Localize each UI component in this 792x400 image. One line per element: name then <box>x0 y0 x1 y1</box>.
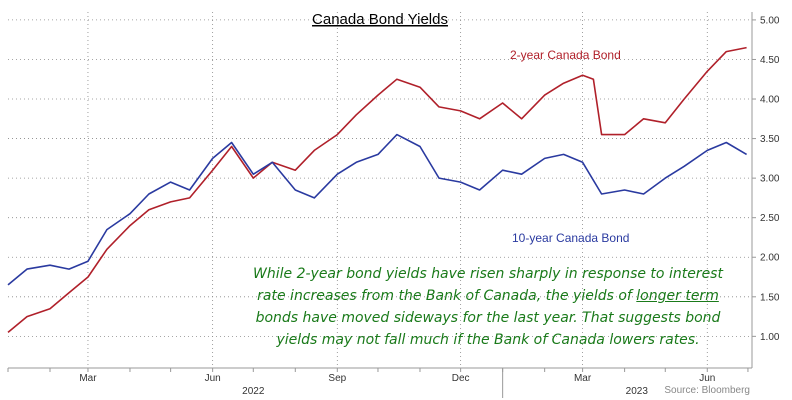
annotation-part-2: bonds have moved sideways for the last y… <box>255 310 721 348</box>
x-tick-label: Jun <box>205 373 221 384</box>
annotation-part-1: While 2-year bond yields have risen shar… <box>253 266 723 304</box>
y-tick-label: 1.50 <box>760 292 780 303</box>
x-tick-label: Sep <box>328 373 346 384</box>
y-tick-label: 4.00 <box>760 95 780 106</box>
y-tick-label: 5.00 <box>760 15 780 26</box>
x-axis-ticks: Mar Jun Sep Dec Mar Jun 2022 2023 <box>79 373 715 397</box>
x-tick-label: Mar <box>574 373 592 384</box>
annotation-underlined: longer term <box>636 288 719 304</box>
series-label-10yr: 10-year Canada Bond <box>512 231 629 245</box>
series-line-10yr <box>7 133 748 286</box>
y-axis-ticks: 5.00 4.50 4.00 3.50 3.00 2.50 2.00 1.50 1.00 <box>760 15 780 342</box>
y-tick-label: 3.50 <box>760 134 780 145</box>
series-label-2yr: 2-year Canada Bond <box>510 48 621 62</box>
series-lines <box>7 46 748 334</box>
series-line-2yr <box>7 46 747 334</box>
y-tick-label: 2.50 <box>760 213 780 224</box>
annotation-text: While 2-year bond yields have risen shar… <box>238 263 738 351</box>
year-label: 2022 <box>242 386 265 397</box>
x-tick-label: Dec <box>452 373 470 384</box>
x-tick-label: Jun <box>699 373 715 384</box>
y-tick-label: 3.00 <box>760 174 780 185</box>
year-label: 2023 <box>626 386 649 397</box>
grid-lines <box>8 12 752 368</box>
x-tick-label: Mar <box>79 373 97 384</box>
y-tick-label: 1.00 <box>760 332 780 343</box>
axes <box>7 12 756 398</box>
source-note: Source: Bloomberg <box>664 385 750 396</box>
y-tick-label: 2.00 <box>760 253 780 264</box>
y-tick-label: 4.50 <box>760 55 780 66</box>
chart-title: Canada Bond Yields <box>312 11 448 28</box>
